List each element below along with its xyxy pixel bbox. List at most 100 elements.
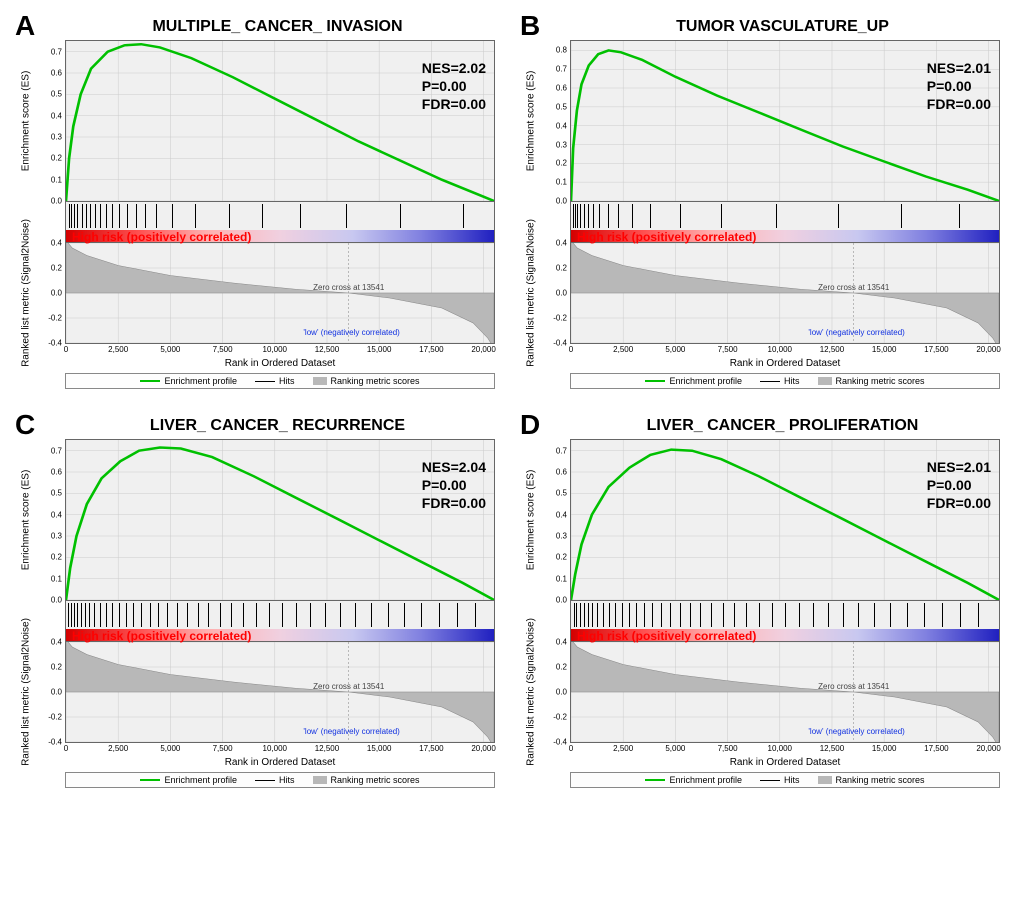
hit-tick <box>198 603 199 627</box>
x-axis-label: Rank in Ordered Dataset <box>65 757 495 768</box>
hit-tick <box>577 204 578 228</box>
legend-enrichment: Enrichment profile <box>140 775 237 785</box>
rank-ytick: -0.2 <box>48 713 62 722</box>
panel-title: MULTIPLE_ CANCER_ INVASION <box>10 18 505 36</box>
hit-tick <box>89 603 90 627</box>
hit-tick <box>457 603 458 627</box>
hit-tick <box>588 204 589 228</box>
stats-box: NES=2.04 P=0.00 FDR=0.00 <box>422 458 486 513</box>
x-ticks: 02,5005,0007,50010,00012,50015,00017,500… <box>571 345 999 355</box>
panel-B: B TUMOR VASCULATURE_UP Enrichment score … <box>515 10 1010 389</box>
hit-tick <box>721 204 722 228</box>
x-tick: 17,500 <box>924 744 948 753</box>
rank-ytick: 0.4 <box>556 638 567 647</box>
hit-tick <box>644 603 645 627</box>
es-ytick: 0.3 <box>51 532 62 541</box>
legend-label: Hits <box>279 775 295 785</box>
es-y-label: Enrichment score (ES) <box>526 470 537 571</box>
rank-ytick: 0.0 <box>51 289 62 298</box>
rank-ytick: 0.4 <box>51 239 62 248</box>
hit-tick <box>156 204 157 228</box>
high-risk-label: High risk (positively correlated) <box>72 629 251 643</box>
legend-ranking: Ranking metric scores <box>818 775 925 785</box>
rank-ytick: 0.2 <box>51 663 62 672</box>
es-ytick: 0.3 <box>51 133 62 142</box>
stat-p: P=0.00 <box>927 476 991 494</box>
hit-tick <box>711 603 712 627</box>
hit-tick <box>618 204 619 228</box>
rank-ytick: 0.2 <box>556 663 567 672</box>
hit-tick <box>584 603 585 627</box>
hit-tick <box>187 603 188 627</box>
rank-ytick: 0.4 <box>51 638 62 647</box>
hit-tick <box>680 204 681 228</box>
rank-ytick: 0.0 <box>556 688 567 697</box>
rank-y-ticks: -0.4-0.20.00.20.4 <box>539 642 569 742</box>
hit-tick <box>388 603 389 627</box>
es-ytick: 0.7 <box>51 47 62 56</box>
panel-title: LIVER_ CANCER_ RECURRENCE <box>10 417 505 435</box>
rank-ytick: -0.4 <box>48 738 62 747</box>
es-ytick: 0.4 <box>51 510 62 519</box>
panel-D: D LIVER_ CANCER_ PROLIFERATION Enrichmen… <box>515 409 1010 788</box>
hit-tick <box>112 204 113 228</box>
hit-tick <box>106 603 107 627</box>
hit-tick <box>112 603 113 627</box>
rank-plot: Ranked list metric (Signal2Noise) -0.4-0… <box>65 641 495 743</box>
panel-title: TUMOR VASCULATURE_UP <box>515 18 1010 36</box>
legend-line-icon <box>645 779 665 781</box>
hit-tick <box>100 603 101 627</box>
hit-tick <box>269 603 270 627</box>
legend-hits: Hits <box>255 376 295 386</box>
rank-y-label: Ranked list metric (Signal2Noise) <box>21 618 32 766</box>
stat-nes: NES=2.01 <box>927 59 991 77</box>
hit-tick <box>71 204 72 228</box>
stats-box: NES=2.02 P=0.00 FDR=0.00 <box>422 59 486 114</box>
hit-tick <box>136 204 137 228</box>
legend-line-icon <box>645 380 665 382</box>
hit-tick <box>71 603 72 627</box>
es-y-ticks: 0.00.10.20.30.40.50.60.70.8 <box>539 41 569 201</box>
es-ytick: 0.7 <box>51 446 62 455</box>
x-axis-label: Rank in Ordered Dataset <box>570 757 1000 768</box>
es-ytick: 0.4 <box>556 121 567 130</box>
x-tick: 20,000 <box>471 744 495 753</box>
hit-tick <box>475 603 476 627</box>
legend-area-icon <box>313 776 327 784</box>
hit-tick <box>723 603 724 627</box>
low-neg-label: 'low' (negatively correlated) <box>808 328 904 337</box>
hit-tick <box>652 603 653 627</box>
rank-ytick: 0.2 <box>556 264 567 273</box>
hits-plot: High risk (positively correlated) <box>570 600 1000 642</box>
hit-tick <box>588 603 589 627</box>
hit-tick <box>167 603 168 627</box>
hits-plot: High risk (positively correlated) <box>65 600 495 642</box>
x-tick: 10,000 <box>263 345 287 354</box>
hit-tick <box>838 204 839 228</box>
legend-tick-icon <box>255 780 275 781</box>
plot-container: Enrichment score (ES) 0.00.10.20.30.40.5… <box>65 40 495 389</box>
legend-label: Hits <box>279 376 295 386</box>
x-tick: 0 <box>569 744 573 753</box>
hit-tick <box>813 603 814 627</box>
x-tick: 17,500 <box>419 345 443 354</box>
es-y-label: Enrichment score (ES) <box>21 470 32 571</box>
hits-plot: High risk (positively correlated) <box>570 201 1000 243</box>
x-tick: 12,500 <box>820 744 844 753</box>
legend-label: Enrichment profile <box>669 376 742 386</box>
hit-tick <box>94 603 95 627</box>
legend-line-icon <box>140 380 160 382</box>
zero-cross-label: Zero cross at 13541 <box>313 283 384 292</box>
legend-tick-icon <box>255 381 275 382</box>
stat-nes: NES=2.01 <box>927 458 991 476</box>
plot-container: Enrichment score (ES) 0.00.10.20.30.40.5… <box>570 40 1000 389</box>
hit-tick <box>421 603 422 627</box>
stat-p: P=0.00 <box>422 476 486 494</box>
es-ytick: 0.1 <box>556 178 567 187</box>
hit-tick <box>231 603 232 627</box>
hit-tick <box>608 204 609 228</box>
hits-plot: High risk (positively correlated) <box>65 201 495 243</box>
legend-line-icon <box>140 779 160 781</box>
x-tick: 7,500 <box>213 744 233 753</box>
rank-ytick: 0.0 <box>556 289 567 298</box>
